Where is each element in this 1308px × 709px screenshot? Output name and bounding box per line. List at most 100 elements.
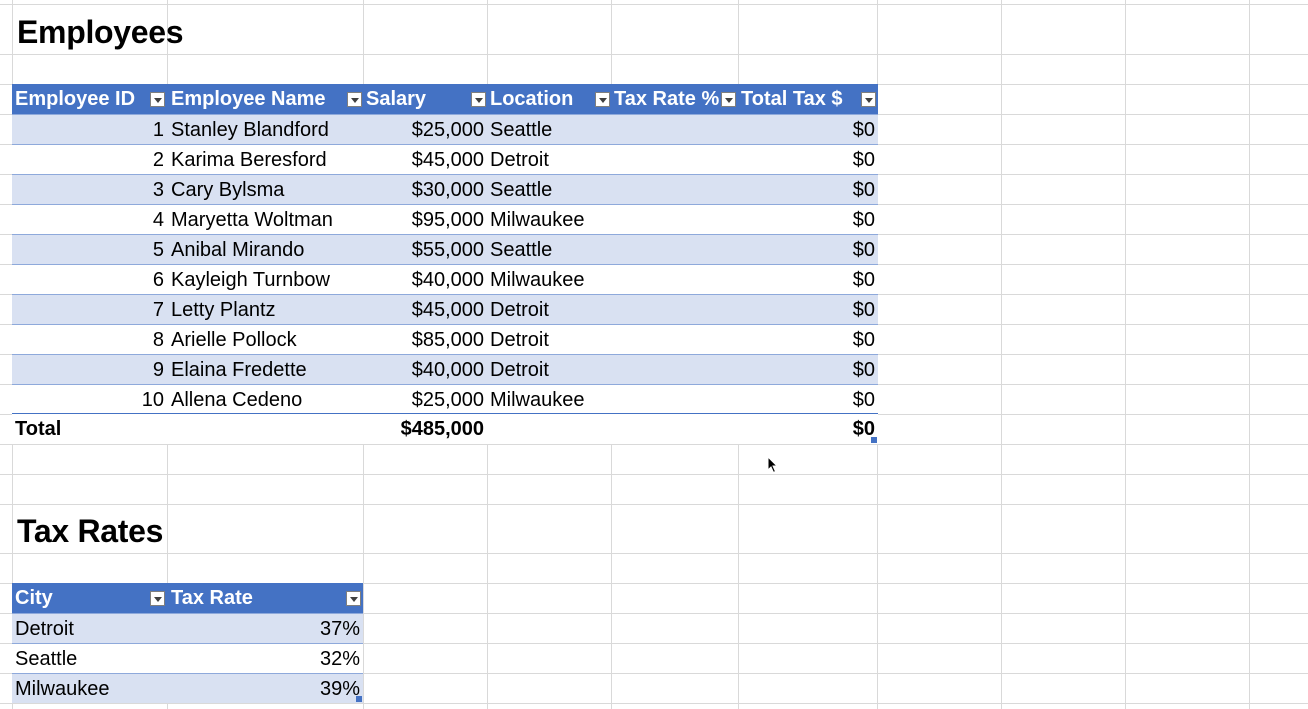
header-tax-rate[interactable]: Tax Rate	[171, 587, 253, 609]
employee-name-cell[interactable]: Arielle Pollock	[171, 329, 297, 351]
rate-cell[interactable]: 39%	[319, 678, 360, 700]
location-cell[interactable]: Seattle	[490, 179, 553, 201]
salary-cell[interactable]: $40,000	[411, 359, 484, 381]
header-location[interactable]: Location	[490, 88, 574, 110]
tax-rate-cell[interactable]	[611, 385, 738, 415]
salary-cell[interactable]: $45,000	[411, 299, 484, 321]
employee-id-cell[interactable]: 4	[152, 209, 164, 231]
salary-cell[interactable]: $25,000	[411, 389, 484, 411]
city-cell[interactable]: Milwaukee	[15, 678, 110, 700]
location-cell[interactable]: Milwaukee	[490, 389, 585, 411]
tax-rate-cell[interactable]	[611, 355, 738, 385]
salary-cell[interactable]: $45,000	[411, 149, 484, 171]
salary-cell[interactable]: $95,000	[411, 209, 484, 231]
employee-id-cell[interactable]: 6	[152, 269, 164, 291]
location-cell[interactable]: Milwaukee	[490, 209, 585, 231]
employee-name-cell[interactable]: Karima Beresford	[171, 149, 327, 171]
table-row: 4 Maryetta Woltman $95,000 Milwaukee $0	[12, 204, 878, 234]
filter-city-chevron-down-icon[interactable]	[150, 591, 165, 606]
city-cell[interactable]: Seattle	[15, 648, 78, 670]
employee-name-cell[interactable]: Maryetta Woltman	[171, 209, 333, 231]
total-tax-cell[interactable]: $0	[852, 179, 875, 201]
employee-name-cell[interactable]: Kayleigh Turnbow	[171, 269, 330, 291]
employee-name-cell[interactable]: Elaina Fredette	[171, 359, 307, 381]
filter-tax-rate-chevron-down-icon[interactable]	[721, 92, 736, 107]
salary-cell[interactable]: $40,000	[411, 269, 484, 291]
rate-cell[interactable]: 37%	[319, 618, 360, 640]
tax-rate-cell[interactable]	[611, 145, 738, 175]
employee-id-cell[interactable]: 9	[152, 359, 164, 381]
tax-rates-table-resize-handle[interactable]	[356, 696, 362, 702]
total-tax-cell[interactable]: $0	[852, 359, 875, 381]
tax-rate-cell[interactable]	[611, 175, 738, 205]
header-city[interactable]: City	[15, 587, 53, 609]
table-row: 8 Arielle Pollock $85,000 Detroit $0	[12, 324, 878, 354]
total-label[interactable]: Total	[15, 418, 62, 440]
tax-rate-cell[interactable]	[611, 325, 738, 355]
salary-cell[interactable]: $30,000	[411, 179, 484, 201]
tax-rates-header-row: City Tax Rate	[12, 583, 363, 613]
location-cell[interactable]: Milwaukee	[490, 269, 585, 291]
location-cell[interactable]: Seattle	[490, 239, 553, 261]
salary-cell[interactable]: $25,000	[411, 119, 484, 141]
filter-rate-chevron-down-icon[interactable]	[346, 591, 361, 606]
header-tax-rate[interactable]: Tax Rate %	[614, 88, 720, 110]
employees-table[interactable]: Employee ID Employee Name Salary Locatio…	[12, 84, 878, 444]
employee-name-cell[interactable]: Allena Cedeno	[171, 389, 303, 411]
employee-name-cell[interactable]: Anibal Mirando	[171, 239, 305, 261]
tax-rate-cell[interactable]	[611, 265, 738, 295]
salary-cell[interactable]: $85,000	[411, 329, 484, 351]
filter-salary-chevron-down-icon[interactable]	[471, 92, 486, 107]
total-tax-cell[interactable]: $0	[852, 329, 875, 351]
employee-id-cell[interactable]: 10	[141, 389, 164, 411]
employee-id-cell[interactable]: 7	[152, 299, 164, 321]
filter-employee-id-chevron-down-icon[interactable]	[150, 92, 165, 107]
table-row: 2 Karima Beresford $45,000 Detroit $0	[12, 144, 878, 174]
header-total-tax[interactable]: Total Tax $	[741, 88, 843, 110]
tax-rates-table[interactable]: City Tax Rate Detroit 37% Seattle 32% Milwau…	[12, 583, 363, 703]
tax-rate-cell[interactable]	[611, 235, 738, 265]
total-tax[interactable]: $0	[852, 418, 875, 440]
table-row: 1 Stanley Blandford $25,000 Seattle $0	[12, 114, 878, 144]
total-tax-cell[interactable]: $0	[852, 299, 875, 321]
tax-rate-cell[interactable]	[611, 295, 738, 325]
employees-header-row: Employee ID Employee Name Salary Locatio…	[12, 84, 878, 114]
total-tax-cell[interactable]: $0	[852, 209, 875, 231]
employee-name-cell[interactable]: Stanley Blandford	[171, 119, 329, 141]
salary-cell[interactable]: $55,000	[411, 239, 484, 261]
tax-rate-cell[interactable]	[611, 115, 738, 145]
city-cell[interactable]: Detroit	[15, 618, 74, 640]
total-tax-cell[interactable]: $0	[852, 389, 875, 411]
header-employee-id[interactable]: Employee ID	[15, 88, 136, 110]
employee-name-cell[interactable]: Cary Bylsma	[171, 179, 285, 201]
table-row: 5 Anibal Mirando $55,000 Seattle $0	[12, 234, 878, 264]
table-row: Milwaukee 39%	[12, 673, 363, 703]
location-cell[interactable]: Detroit	[490, 359, 549, 381]
location-cell[interactable]: Detroit	[490, 329, 549, 351]
total-tax-cell[interactable]: $0	[852, 119, 875, 141]
location-cell[interactable]: Seattle	[490, 119, 553, 141]
total-tax-cell[interactable]: $0	[852, 149, 875, 171]
total-tax-cell[interactable]: $0	[852, 269, 875, 291]
filter-total-tax-chevron-down-icon[interactable]	[861, 92, 876, 107]
table-row: 6 Kayleigh Turnbow $40,000 Milwaukee $0	[12, 264, 878, 294]
filter-employee-name-chevron-down-icon[interactable]	[347, 92, 362, 107]
employee-id-cell[interactable]: 3	[152, 179, 164, 201]
employee-id-cell[interactable]: 8	[152, 329, 164, 351]
employee-id-cell[interactable]: 2	[152, 149, 164, 171]
location-cell[interactable]: Detroit	[490, 149, 549, 171]
filter-location-chevron-down-icon[interactable]	[595, 92, 610, 107]
total-tax-cell[interactable]: $0	[852, 239, 875, 261]
tax-rate-cell[interactable]	[611, 205, 738, 235]
employee-id-cell[interactable]: 1	[152, 119, 164, 141]
location-cell[interactable]: Detroit	[490, 299, 549, 321]
table-row: 10 Allena Cedeno $25,000 Milwaukee $0	[12, 384, 878, 414]
rate-cell[interactable]: 32%	[319, 648, 360, 670]
employee-id-cell[interactable]: 5	[152, 239, 164, 261]
table-row: 7 Letty Plantz $45,000 Detroit $0	[12, 294, 878, 324]
employees-table-resize-handle[interactable]	[871, 437, 877, 443]
header-employee-name[interactable]: Employee Name	[171, 88, 326, 110]
total-salary[interactable]: $485,000	[400, 418, 484, 440]
header-salary[interactable]: Salary	[366, 88, 427, 110]
employee-name-cell[interactable]: Letty Plantz	[171, 299, 276, 321]
